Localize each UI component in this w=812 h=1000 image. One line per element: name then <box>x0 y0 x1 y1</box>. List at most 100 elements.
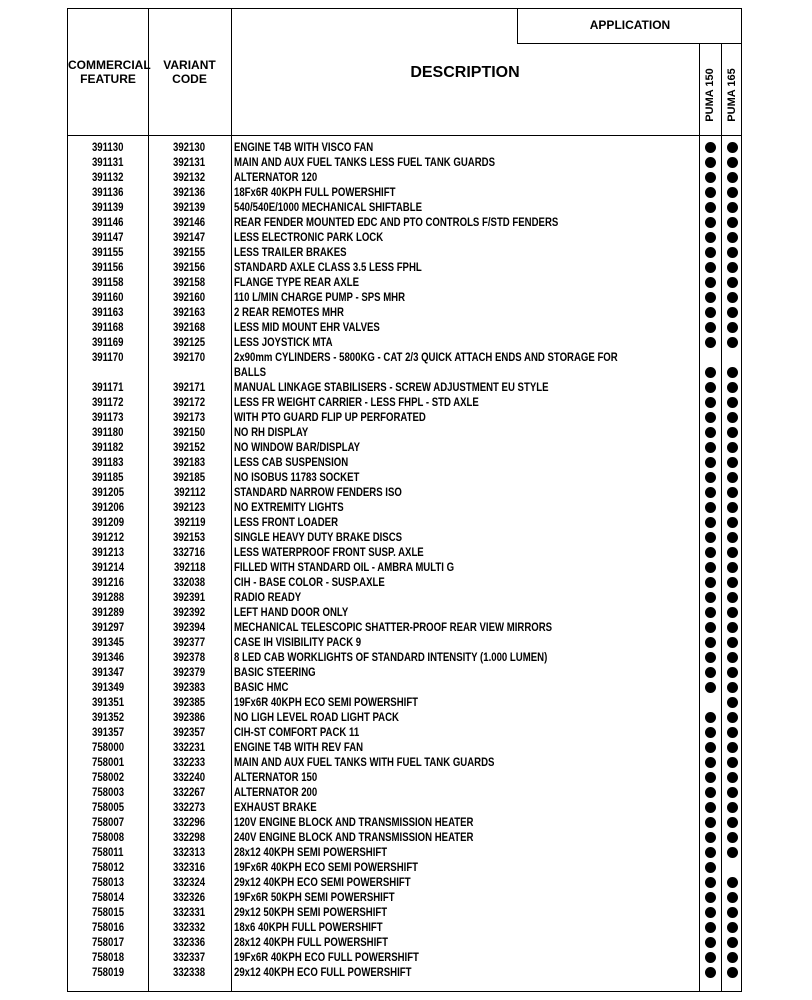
description-line: 19Fx6R 40KPH ECO SEMI POWERSHIFT <box>234 860 419 874</box>
table-row: 391163 392163 2 REAR REMOTES MHR <box>68 305 743 320</box>
puma-150-applicable-dot-icon <box>705 862 716 873</box>
puma-165-applicable-dot-icon <box>727 292 738 303</box>
header-application: APPLICATION <box>517 8 742 44</box>
table-row: 391206 392123 NO EXTREMITY LIGHTS <box>68 500 743 515</box>
description-line: CIH-ST COMFORT PACK 11 <box>234 725 360 739</box>
puma-165-applicable-dot-icon <box>727 802 738 813</box>
commercial-feature-value: 758014 <box>91 890 125 904</box>
commercial-feature-value: 391168 <box>92 320 124 334</box>
description-line: ENGINE T4B WITH VISCO FAN <box>234 140 374 154</box>
puma-150-applicable-dot-icon <box>705 682 716 693</box>
puma-165-applicable-dot-icon <box>727 607 738 618</box>
commercial-feature: 391289 <box>68 605 148 620</box>
variant-code: 392394 <box>148 620 231 635</box>
description-line: WITH PTO GUARD FLIP UP PERFORATED <box>234 410 426 424</box>
table-row: 391209 392119 LESS FRONT LOADER <box>68 515 743 530</box>
puma-150-applicable-dot-icon <box>705 547 716 558</box>
description-line: BASIC HMC <box>234 680 289 694</box>
puma-165-applicable-dot-icon <box>727 562 738 573</box>
variant-code-value: 392391 <box>173 590 206 604</box>
description-line: STANDARD NARROW FENDERS ISO <box>234 485 402 499</box>
variant-code: 392173 <box>148 410 231 425</box>
commercial-feature-value: 758005 <box>91 800 125 814</box>
variant-code: 392383 <box>148 680 231 695</box>
table-row: 391205 392112 STANDARD NARROW FENDERS ISO <box>68 485 743 500</box>
puma-165-applicable-dot-icon <box>727 637 738 648</box>
table-row: 758014 332326 19Fx6R 50KPH SEMI POWERSHIFT <box>68 890 743 905</box>
commercial-feature-value: 391156 <box>92 260 124 274</box>
commercial-feature: 758000 <box>68 740 148 755</box>
commercial-feature-value: 758012 <box>91 860 125 874</box>
puma-165-applicable-dot-icon <box>727 787 738 798</box>
description-line: MAIN AND AUX FUEL TANKS WITH FUEL TANK G… <box>234 755 495 769</box>
commercial-feature: 758017 <box>68 935 148 950</box>
description-line: LESS MID MOUNT EHR VALVES <box>234 320 380 334</box>
commercial-feature-value: 391212 <box>91 530 125 544</box>
commercial-feature-value: 391136 <box>92 185 124 199</box>
variant-code: 392377 <box>148 635 231 650</box>
variant-code-value: 392153 <box>173 530 206 544</box>
variant-code: 392160 <box>148 290 231 305</box>
puma-165-applicable-dot-icon <box>727 472 738 483</box>
commercial-feature: 391183 <box>68 455 148 470</box>
puma-150-applicable-dot-icon <box>705 562 716 573</box>
commercial-feature-value: 391139 <box>92 200 124 214</box>
description-line: 2 REAR REMOTES MHR <box>234 305 344 319</box>
variant-code-value: 332338 <box>173 965 206 979</box>
commercial-feature: 758007 <box>68 815 148 830</box>
variant-code-value: 332337 <box>173 950 206 964</box>
commercial-feature-value: 391357 <box>91 725 125 739</box>
variant-code: 332240 <box>148 770 231 785</box>
commercial-feature-value: 391288 <box>91 590 125 604</box>
puma-165-applicable-dot-icon <box>727 427 738 438</box>
variant-code: 392152 <box>148 440 231 455</box>
commercial-feature: 391346 <box>68 650 148 665</box>
table-row: 391357 392357 CIH-ST COMFORT PACK 11 <box>68 725 743 740</box>
description-line: LESS FR WEIGHT CARRIER - LESS FHPL - STD… <box>234 395 479 409</box>
variant-code: 392153 <box>148 530 231 545</box>
description: LEFT HAND DOOR ONLY <box>234 605 377 620</box>
puma-165-applicable-dot-icon <box>727 592 738 603</box>
commercial-feature: 391155 <box>68 245 148 260</box>
puma-150-applicable-dot-icon <box>705 772 716 783</box>
variant-code: 392150 <box>148 425 231 440</box>
commercial-feature-value: 391170 <box>92 350 124 364</box>
table-row: 391132 392132 ALTERNATOR 120 <box>68 170 743 185</box>
table-row: 758017 332336 28x12 40KPH FULL POWERSHIFT <box>68 935 743 950</box>
description-line: MANUAL LINKAGE STABILISERS - SCREW ADJUS… <box>234 380 549 394</box>
description-line: NO EXTREMITY LIGHTS <box>234 500 344 514</box>
commercial-feature: 391297 <box>68 620 148 635</box>
description-line: FLANGE TYPE REAR AXLE <box>234 275 359 289</box>
commercial-feature: 758003 <box>68 785 148 800</box>
puma-165-applicable-dot-icon <box>727 817 738 828</box>
commercial-feature: 391349 <box>68 680 148 695</box>
commercial-feature-value: 758015 <box>91 905 125 919</box>
commercial-feature-value: 758016 <box>91 920 125 934</box>
description-line: 19Fx6R 40KPH ECO SEMI POWERSHIFT <box>234 695 419 709</box>
table-row: 391345 392377 CASE IH VISIBILITY PACK 9 <box>68 635 743 650</box>
puma-165-applicable-dot-icon <box>727 382 738 393</box>
table-row: 391170 392170 2x90mm CYLINDERS - 5800KG - … <box>68 350 743 380</box>
puma-150-applicable-dot-icon <box>705 187 716 198</box>
commercial-feature-value: 758017 <box>91 935 125 949</box>
description-line: 29x12 40KPH ECO FULL POWERSHIFT <box>234 965 412 979</box>
variant-code-value: 332324 <box>173 875 206 889</box>
commercial-feature-value: 391146 <box>92 215 124 229</box>
description: LESS JOYSTICK MTA <box>234 335 357 350</box>
puma-150-applicable-dot-icon <box>705 427 716 438</box>
puma-150-applicable-dot-icon <box>705 832 716 843</box>
commercial-feature-value: 391163 <box>92 305 124 319</box>
variant-code: 392130 <box>148 140 231 155</box>
description-line: CASE IH VISIBILITY PACK 9 <box>234 635 362 649</box>
description: LESS FR WEIGHT CARRIER - LESS FHPL - STD… <box>234 395 540 410</box>
table-row: 391349 392383 BASIC HMC <box>68 680 743 695</box>
table-row: 758001 332233 MAIN AND AUX FUEL TANKS WITH… <box>68 755 743 770</box>
description-line: BASIC STEERING <box>234 665 316 679</box>
table-row: 391351 392385 19Fx6R 40KPH ECO SEMI POWERS… <box>68 695 743 710</box>
commercial-feature: 391206 <box>68 500 148 515</box>
table-body: 391130 392130 ENGINE T4B WITH VISCO FAN 391… <box>68 140 743 980</box>
commercial-feature-value: 391172 <box>92 395 124 409</box>
table-row: 391213 332716 LESS WATERPROOF FRONT SUSP. … <box>68 545 743 560</box>
puma-150-applicable-dot-icon <box>705 652 716 663</box>
variant-code-value: 392146 <box>173 215 206 229</box>
